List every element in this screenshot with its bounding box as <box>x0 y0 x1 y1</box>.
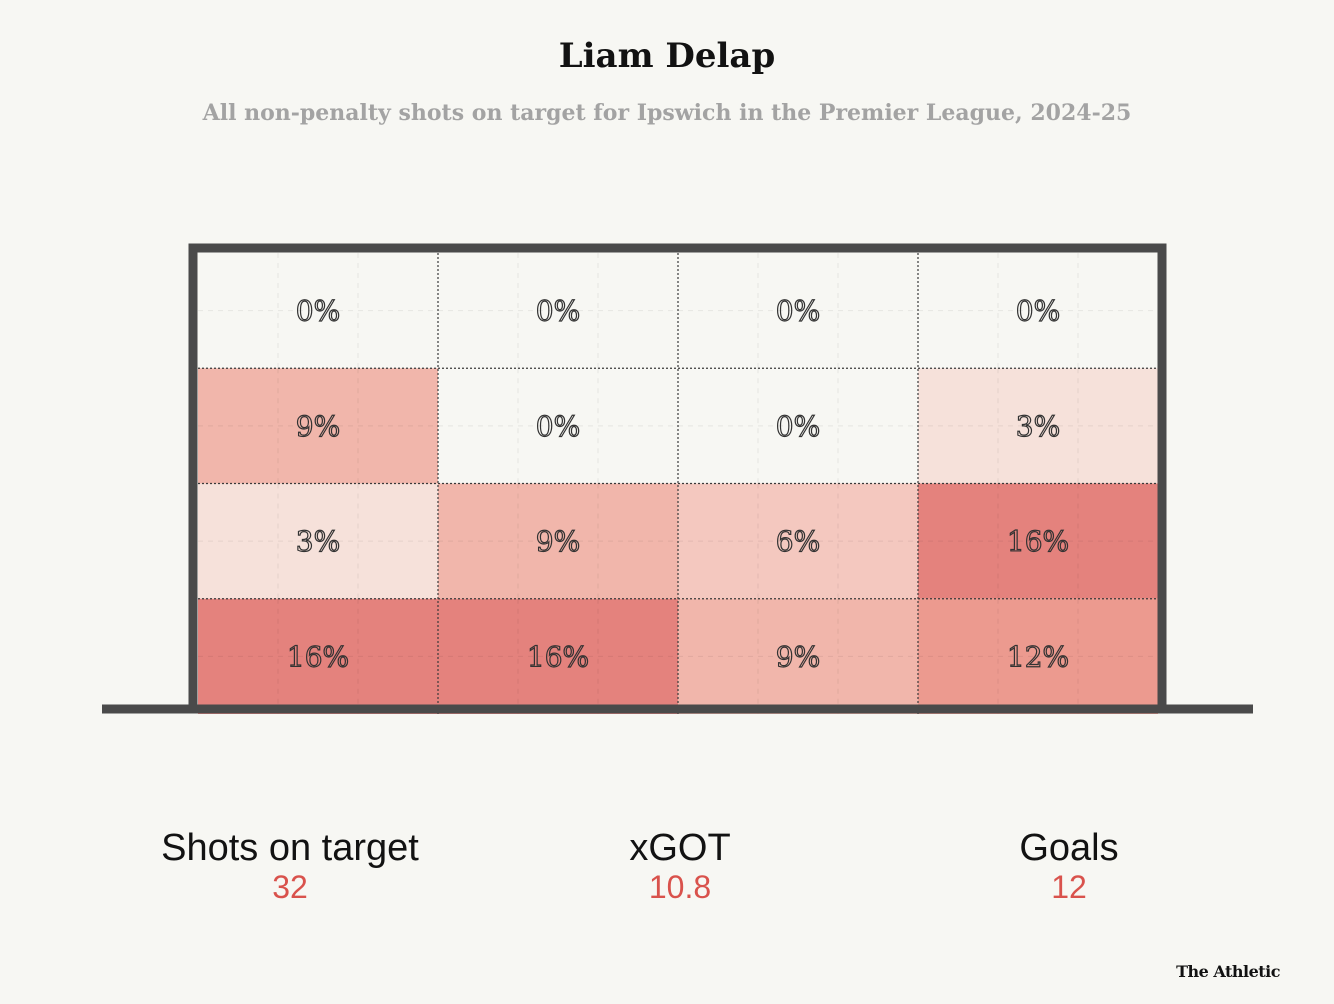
stat-label: Goals <box>1019 827 1119 869</box>
heatmap-cell <box>198 253 438 369</box>
cell-value-label: 0% <box>296 295 340 328</box>
heatmap-cell <box>678 483 918 599</box>
goal-frame <box>188 243 1167 711</box>
heatmap-cell <box>678 253 918 369</box>
stat-label: Shots on target <box>161 827 419 869</box>
stat-label: xGOT <box>629 827 731 869</box>
heatmap-cell <box>198 368 438 484</box>
cell-value-label: 0% <box>536 410 580 443</box>
cell-value-label: 9% <box>776 640 820 673</box>
heatmap-cell <box>918 483 1158 599</box>
cell-value-label: 0% <box>776 410 820 443</box>
cell-value-label: 9% <box>536 525 580 558</box>
stat-shots-on-target: Shots on target 32 <box>110 826 470 904</box>
cell-value-label: 3% <box>1016 410 1060 443</box>
chart-subtitle: All non-penalty shots on target for Ipsw… <box>202 100 1132 126</box>
heatmap-cell <box>438 253 678 369</box>
stat-xgot: xGOT 10.8 <box>500 826 860 904</box>
heatmap-cell <box>918 598 1158 714</box>
heatmap-cell <box>918 253 1158 369</box>
heatmap-cell <box>438 483 678 599</box>
cell-value-label: 0% <box>536 295 580 328</box>
brand-logo: The Athletic <box>1176 962 1280 981</box>
stat-value: 12 <box>1051 869 1087 905</box>
heatmap-cell <box>918 368 1158 484</box>
heatmap-cell <box>198 598 438 714</box>
cell-value-label: 3% <box>296 525 340 558</box>
stat-goals: Goals 12 <box>889 826 1249 904</box>
cell-value-label: 6% <box>776 525 820 558</box>
heatmap-cell <box>438 598 678 714</box>
stat-value: 32 <box>272 869 308 905</box>
stat-value: 10.8 <box>648 869 712 905</box>
heatmap-cell <box>678 598 918 714</box>
cell-value-label: 12% <box>1007 640 1069 673</box>
cell-value-label: 9% <box>296 410 340 443</box>
cell-value-label: 16% <box>1007 525 1069 558</box>
heatmap-cell <box>438 368 678 484</box>
cell-value-label: 16% <box>287 640 349 673</box>
cell-value-label: 0% <box>776 295 820 328</box>
cell-value-label: 0% <box>1016 295 1060 328</box>
heatmap-cell <box>678 368 918 484</box>
chart-title: Liam Delap <box>558 36 776 76</box>
heatmap-cell <box>198 483 438 599</box>
cell-value-label: 16% <box>527 640 589 673</box>
